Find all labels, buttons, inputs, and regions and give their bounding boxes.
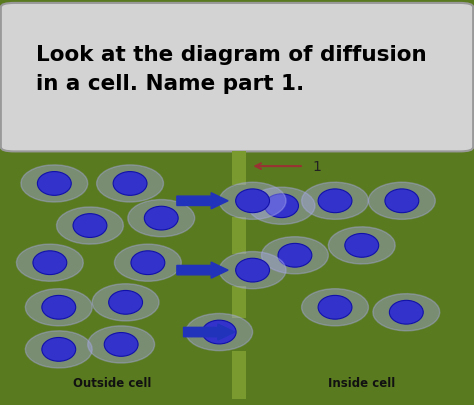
Ellipse shape xyxy=(236,190,270,213)
Ellipse shape xyxy=(88,326,155,363)
Ellipse shape xyxy=(278,244,312,267)
Ellipse shape xyxy=(219,183,286,220)
Bar xyxy=(232,286,246,319)
FancyBboxPatch shape xyxy=(1,4,473,152)
Ellipse shape xyxy=(236,259,270,282)
Ellipse shape xyxy=(104,333,138,356)
Bar xyxy=(232,351,246,399)
Ellipse shape xyxy=(17,245,83,281)
Text: Outside cell: Outside cell xyxy=(73,376,151,389)
Ellipse shape xyxy=(109,291,143,314)
Ellipse shape xyxy=(42,338,76,361)
Ellipse shape xyxy=(301,183,368,220)
Ellipse shape xyxy=(262,237,328,274)
Ellipse shape xyxy=(248,188,315,225)
Ellipse shape xyxy=(37,172,71,196)
Ellipse shape xyxy=(73,214,107,238)
Ellipse shape xyxy=(92,284,159,321)
Ellipse shape xyxy=(389,301,423,324)
Ellipse shape xyxy=(56,207,123,245)
Ellipse shape xyxy=(26,289,92,326)
Ellipse shape xyxy=(318,190,352,213)
Ellipse shape xyxy=(114,245,181,281)
Ellipse shape xyxy=(113,172,147,196)
Ellipse shape xyxy=(345,234,379,258)
Ellipse shape xyxy=(219,252,286,289)
Text: Look at the diagram of diffusion
in a cell. Name part 1.: Look at the diagram of diffusion in a ce… xyxy=(36,45,427,94)
Ellipse shape xyxy=(131,251,165,275)
Ellipse shape xyxy=(202,320,236,344)
Bar xyxy=(232,152,246,185)
Ellipse shape xyxy=(128,200,195,237)
Ellipse shape xyxy=(385,190,419,213)
Bar xyxy=(232,217,246,254)
Ellipse shape xyxy=(186,314,253,351)
Ellipse shape xyxy=(21,166,88,202)
Text: Inside cell: Inside cell xyxy=(328,376,395,389)
Ellipse shape xyxy=(144,207,178,230)
Ellipse shape xyxy=(264,194,299,218)
Ellipse shape xyxy=(97,166,164,202)
Ellipse shape xyxy=(42,296,76,320)
Ellipse shape xyxy=(26,331,92,368)
FancyArrow shape xyxy=(183,324,235,340)
FancyArrow shape xyxy=(177,193,228,209)
Ellipse shape xyxy=(373,294,440,331)
Ellipse shape xyxy=(301,289,368,326)
Ellipse shape xyxy=(328,227,395,264)
Ellipse shape xyxy=(368,183,435,220)
FancyArrow shape xyxy=(177,262,228,279)
Ellipse shape xyxy=(33,251,67,275)
Ellipse shape xyxy=(318,296,352,320)
Text: 1: 1 xyxy=(313,160,322,174)
